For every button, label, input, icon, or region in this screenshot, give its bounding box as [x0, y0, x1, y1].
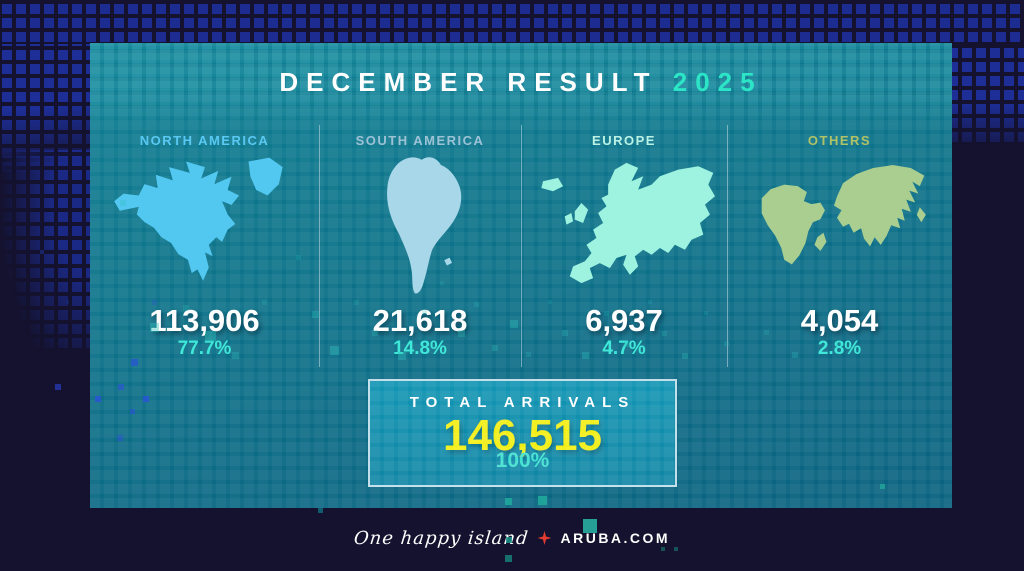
region-label: NORTH AMERICA — [139, 133, 270, 148]
south-america-shape — [387, 157, 462, 294]
others-map-svg — [761, 165, 926, 265]
mainland-path — [387, 157, 462, 294]
page-title: DECEMBER RESULT 2025 — [90, 67, 952, 98]
north-america-map — [90, 148, 319, 298]
region-percent: 4.7% — [602, 338, 646, 359]
europe-map — [521, 148, 727, 298]
tagline-text: One happy island — [352, 527, 530, 549]
decor-square — [318, 508, 323, 513]
asia-path — [833, 165, 924, 247]
decor-square — [505, 555, 512, 562]
mainland-path — [569, 162, 715, 284]
footer-brand: One happy island ARUBA.COM — [0, 521, 1024, 555]
left-pixel-pattern — [0, 150, 90, 350]
region-value: 113,906 — [149, 303, 260, 338]
brand-text: ARUBA.COM — [560, 530, 671, 546]
total-arrivals-value: 146,515 — [442, 411, 603, 460]
decor-square — [55, 384, 61, 390]
greenland-path — [248, 157, 283, 196]
north-america-map-svg — [113, 157, 283, 281]
column-divider — [521, 125, 522, 367]
iceland-path — [541, 177, 564, 192]
column-divider — [319, 125, 320, 367]
top-pixel-band — [0, 0, 1024, 44]
mainland-path — [113, 161, 239, 281]
region-card-others: OTHERS 4,054 2.8% — [727, 131, 952, 360]
region-value: 6,937 — [585, 303, 663, 338]
aruba-star-icon — [537, 531, 552, 545]
region-percent: 77.7% — [177, 338, 232, 359]
region-label: EUROPE — [592, 133, 656, 148]
britain-path — [574, 202, 589, 223]
africa-path — [761, 184, 825, 265]
total-arrivals-box: TOTAL ARRIVALS 146,515 100% — [368, 379, 677, 487]
south-america-map-svg — [387, 157, 462, 294]
total-arrivals-label: TOTAL ARRIVALS — [409, 394, 636, 411]
island-path — [444, 257, 453, 266]
region-columns: NORTH AMERICA 113,906 77.7% SOUTH AMERIC… — [90, 131, 952, 360]
total-arrivals-percent: 100% — [495, 449, 550, 472]
region-label: SOUTH AMERICA — [355, 133, 485, 148]
others-map — [727, 148, 952, 298]
south-america-map — [319, 148, 521, 298]
main-panel: DECEMBER RESULT 2025 NORTH AMERICA 113,9… — [90, 43, 952, 508]
europe-map-svg — [541, 162, 715, 284]
region-value: 4,054 — [800, 303, 879, 338]
ireland-path — [564, 212, 574, 225]
madagascar-path — [813, 232, 826, 251]
north-america-shape — [113, 157, 283, 281]
title-main: DECEMBER RESULT — [279, 67, 658, 97]
column-divider — [727, 125, 728, 367]
region-percent: 14.8% — [393, 338, 447, 359]
region-card-south-america: SOUTH AMERICA 21,618 14.8% — [319, 131, 521, 360]
japan-path — [916, 207, 926, 223]
title-year: 2025 — [672, 67, 763, 97]
africa-asia-shape — [761, 165, 926, 265]
region-label: OTHERS — [807, 133, 872, 148]
region-value: 21,618 — [372, 303, 468, 338]
europe-shape — [541, 162, 715, 284]
region-card-europe: EUROPE 6,937 4.7% — [521, 131, 727, 360]
region-card-north-america: NORTH AMERICA 113,906 77.7% — [90, 131, 319, 360]
region-percent: 2.8% — [817, 338, 862, 359]
